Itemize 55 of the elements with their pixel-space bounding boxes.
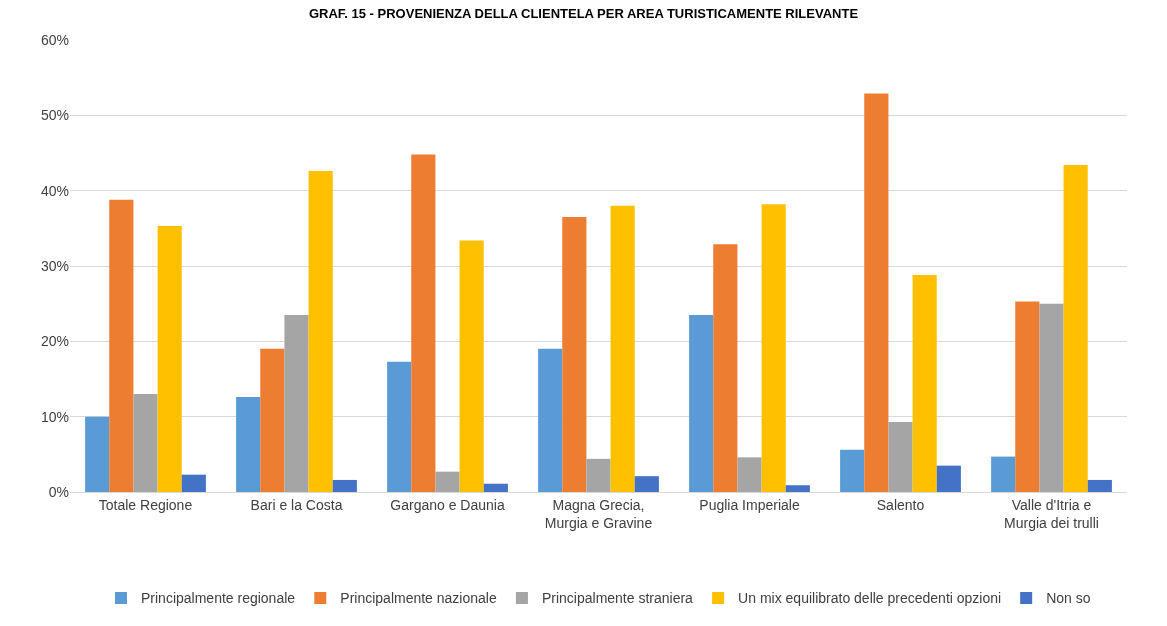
x-tick-label: Totale Regione <box>98 496 193 513</box>
bar <box>1063 165 1088 492</box>
legend-label: Un mix equilibrato delle precedenti opzioni <box>738 590 1002 607</box>
bar <box>586 458 611 492</box>
bar <box>610 205 635 492</box>
bar <box>308 171 333 492</box>
bar <box>411 154 436 492</box>
bar <box>689 314 714 492</box>
bar <box>761 204 786 492</box>
bar <box>157 226 182 492</box>
legend-label: Principalmente straniera <box>541 590 694 607</box>
y-tick-label: 20% <box>40 333 69 350</box>
bar <box>840 449 865 492</box>
bar <box>387 361 412 492</box>
bar <box>888 421 913 492</box>
bar <box>991 456 1016 492</box>
bar <box>181 474 206 492</box>
bar <box>483 483 508 492</box>
y-tick-label: 60% <box>40 31 69 48</box>
bar <box>260 348 285 492</box>
bar <box>538 348 563 492</box>
x-tick-label: Bari e la Costa <box>250 496 343 513</box>
chart-title: GRAF. 15 - PROVENIENZA DELLA CLIENTELA PER AREA TURISTICAMENTE RILEVANTE <box>308 6 859 22</box>
x-tick-label: Salento <box>876 496 925 513</box>
x-tick-label: Magna Grecia, Murgia e Gravine <box>544 496 653 531</box>
bar <box>785 485 810 492</box>
bar <box>936 465 961 492</box>
x-tick-label: Valle d'Itria e Murgia dei trulli <box>1004 496 1099 531</box>
y-tick-label: 0% <box>48 483 69 500</box>
bar <box>634 476 659 492</box>
bar <box>85 416 110 492</box>
x-tick-label: Puglia Imperiale <box>699 496 800 513</box>
legend-label: Non so <box>1046 590 1091 607</box>
bar <box>737 457 762 492</box>
bar <box>236 397 261 492</box>
bar <box>864 93 889 492</box>
bar <box>912 275 937 492</box>
bar <box>435 471 460 492</box>
y-tick-label: 40% <box>40 182 69 199</box>
bar <box>332 479 357 492</box>
x-tick-label: Gargano e Daunia <box>390 496 505 513</box>
bar <box>284 314 309 492</box>
y-tick-label: 10% <box>40 408 69 425</box>
bar <box>1039 303 1064 492</box>
legend-label: Principalmente regionale <box>141 590 296 607</box>
legend-label: Principalmente nazionale <box>340 590 497 607</box>
bar <box>713 244 738 492</box>
y-tick-label: 50% <box>40 107 69 124</box>
bar <box>459 240 484 492</box>
bar <box>562 217 587 492</box>
bar <box>133 394 158 492</box>
bar <box>1087 479 1112 492</box>
bar <box>1015 301 1040 492</box>
bar <box>109 199 134 492</box>
y-tick-label: 30% <box>40 257 69 274</box>
